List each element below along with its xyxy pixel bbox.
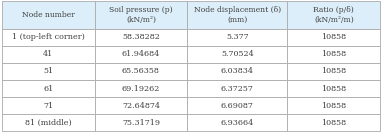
- Text: 5.70524: 5.70524: [221, 50, 254, 58]
- Text: 10858: 10858: [321, 67, 346, 76]
- Bar: [187, 80, 287, 97]
- Text: 6.93664: 6.93664: [221, 119, 254, 127]
- Text: Node number: Node number: [22, 11, 74, 19]
- Text: 75.31719: 75.31719: [122, 119, 160, 127]
- Text: Soil pressure (p)
(kN/m²): Soil pressure (p) (kN/m²): [109, 6, 173, 23]
- Text: 61: 61: [43, 85, 53, 93]
- Bar: [187, 46, 287, 63]
- Text: 6.69087: 6.69087: [221, 102, 254, 110]
- Text: 6.03834: 6.03834: [221, 67, 254, 76]
- Text: 72.64874: 72.64874: [122, 102, 160, 110]
- Text: 71: 71: [43, 102, 53, 110]
- Bar: [2, 46, 95, 63]
- Text: 10858: 10858: [321, 102, 346, 110]
- Text: 58.38282: 58.38282: [122, 33, 160, 41]
- Bar: [2, 114, 95, 131]
- Text: Ratio (p/δ)
(kN/m²/m): Ratio (p/δ) (kN/m²/m): [313, 6, 354, 23]
- Text: 10858: 10858: [321, 50, 346, 58]
- Bar: [2, 63, 95, 80]
- Bar: [2, 29, 95, 46]
- Text: 6.37257: 6.37257: [221, 85, 254, 93]
- Bar: [95, 1, 187, 29]
- Text: 10858: 10858: [321, 119, 346, 127]
- Bar: [2, 1, 95, 29]
- Bar: [95, 46, 187, 63]
- Text: 81 (middle): 81 (middle): [25, 119, 71, 127]
- Bar: [287, 97, 380, 114]
- Bar: [287, 1, 380, 29]
- Text: Node displacement (δ)
(mm): Node displacement (δ) (mm): [194, 6, 281, 23]
- Text: 51: 51: [43, 67, 53, 76]
- Bar: [95, 80, 187, 97]
- Bar: [287, 63, 380, 80]
- Text: 1 (top-left corner): 1 (top-left corner): [12, 33, 85, 41]
- Bar: [187, 29, 287, 46]
- Bar: [287, 46, 380, 63]
- Bar: [95, 63, 187, 80]
- Bar: [187, 1, 287, 29]
- Bar: [287, 114, 380, 131]
- Text: 10858: 10858: [321, 33, 346, 41]
- Text: 5.377: 5.377: [226, 33, 249, 41]
- Bar: [95, 97, 187, 114]
- Text: 69.19262: 69.19262: [122, 85, 160, 93]
- Bar: [187, 63, 287, 80]
- Bar: [287, 29, 380, 46]
- Bar: [187, 114, 287, 131]
- Text: 65.56358: 65.56358: [122, 67, 160, 76]
- Text: 10858: 10858: [321, 85, 346, 93]
- Bar: [187, 97, 287, 114]
- Bar: [2, 80, 95, 97]
- Bar: [95, 29, 187, 46]
- Text: 61.94684: 61.94684: [122, 50, 160, 58]
- Bar: [2, 97, 95, 114]
- Bar: [287, 80, 380, 97]
- Text: 41: 41: [43, 50, 53, 58]
- Bar: [95, 114, 187, 131]
